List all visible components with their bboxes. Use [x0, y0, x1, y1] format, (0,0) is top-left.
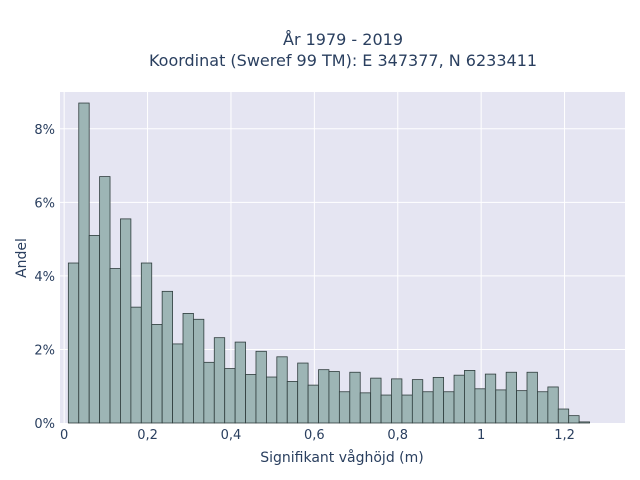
histogram-bar	[338, 391, 351, 424]
histogram-bar	[557, 408, 570, 424]
histogram-bar	[286, 381, 299, 424]
chart-title-line-1: År 1979 - 2019	[283, 30, 403, 49]
histogram-bar	[161, 290, 173, 424]
histogram-bar	[359, 392, 372, 424]
histogram-bar	[401, 394, 413, 424]
x-tick-label: 0,8	[387, 428, 408, 443]
histogram-bar	[151, 324, 163, 424]
histogram-bar	[537, 391, 549, 424]
histogram-bar	[380, 394, 392, 424]
y-tick-label: 2%	[34, 343, 55, 358]
histogram-bar	[464, 370, 476, 424]
histogram-bar	[266, 376, 278, 424]
histogram-bar	[526, 371, 538, 424]
histogram-bar	[432, 376, 445, 424]
histogram-bar	[172, 343, 184, 424]
histogram-bar	[130, 306, 142, 424]
histogram-bar	[505, 371, 517, 424]
histogram-bar	[495, 389, 507, 424]
histogram-bar	[203, 361, 215, 424]
histogram-bar	[276, 356, 288, 424]
histogram-bar	[307, 384, 319, 424]
histogram-bar	[297, 362, 309, 424]
histogram-bar	[411, 379, 424, 424]
y-axis-ticks: 0% 2% 4% 6% 8%	[34, 123, 55, 432]
y-axis-title: Andel	[14, 238, 30, 278]
histogram-bar	[318, 369, 330, 424]
y-tick-label: 4%	[34, 270, 55, 285]
x-tick-label: 0,2	[137, 428, 158, 443]
x-axis-ticks: 0 0,2 0,4 0,6 0,8 1 1,2	[60, 428, 575, 443]
histogram-bar	[245, 374, 257, 424]
histogram-bar	[453, 374, 465, 424]
histogram-bar	[182, 313, 194, 424]
histogram-bar	[443, 391, 455, 424]
histogram-bar	[67, 262, 80, 424]
x-tick-label: 0	[60, 428, 68, 443]
histogram-bar	[213, 337, 226, 424]
histogram-bar	[578, 421, 590, 424]
x-tick-label: 0,4	[221, 428, 242, 443]
histogram-bar	[391, 378, 403, 424]
chart-title-line-2: Koordinat (Sweref 99 TM): E 347377, N 62…	[149, 51, 537, 70]
histogram-bar	[516, 390, 528, 424]
histogram-bar	[99, 176, 111, 424]
x-tick-label: 0,6	[304, 428, 325, 443]
x-tick-label: 1	[477, 428, 485, 443]
x-tick-label: 1,2	[554, 428, 575, 443]
histogram-bar	[422, 391, 434, 424]
histogram-bar	[255, 350, 267, 424]
y-tick-label: 0%	[34, 417, 55, 432]
histogram-bar	[328, 371, 340, 424]
histogram-bar	[88, 235, 101, 424]
histogram-bar	[370, 377, 382, 424]
histogram-bar	[568, 415, 580, 424]
histogram-bar	[78, 102, 90, 424]
x-axis-title: Signifikant våghöjd (m)	[260, 449, 423, 466]
histogram-bar	[120, 218, 132, 424]
histogram-bars	[67, 102, 590, 424]
histogram-bar	[193, 318, 205, 424]
histogram-bar	[234, 341, 246, 424]
histogram-bar	[140, 262, 153, 424]
grid-lines	[60, 92, 625, 423]
histogram-bar	[547, 386, 559, 424]
histogram-bar	[224, 368, 236, 424]
histogram-bar	[484, 373, 497, 424]
histogram-bar	[474, 388, 486, 424]
y-tick-label: 6%	[34, 196, 55, 211]
y-tick-label: 8%	[34, 123, 55, 138]
histogram-bar	[109, 268, 121, 424]
histogram-bar	[349, 371, 361, 424]
